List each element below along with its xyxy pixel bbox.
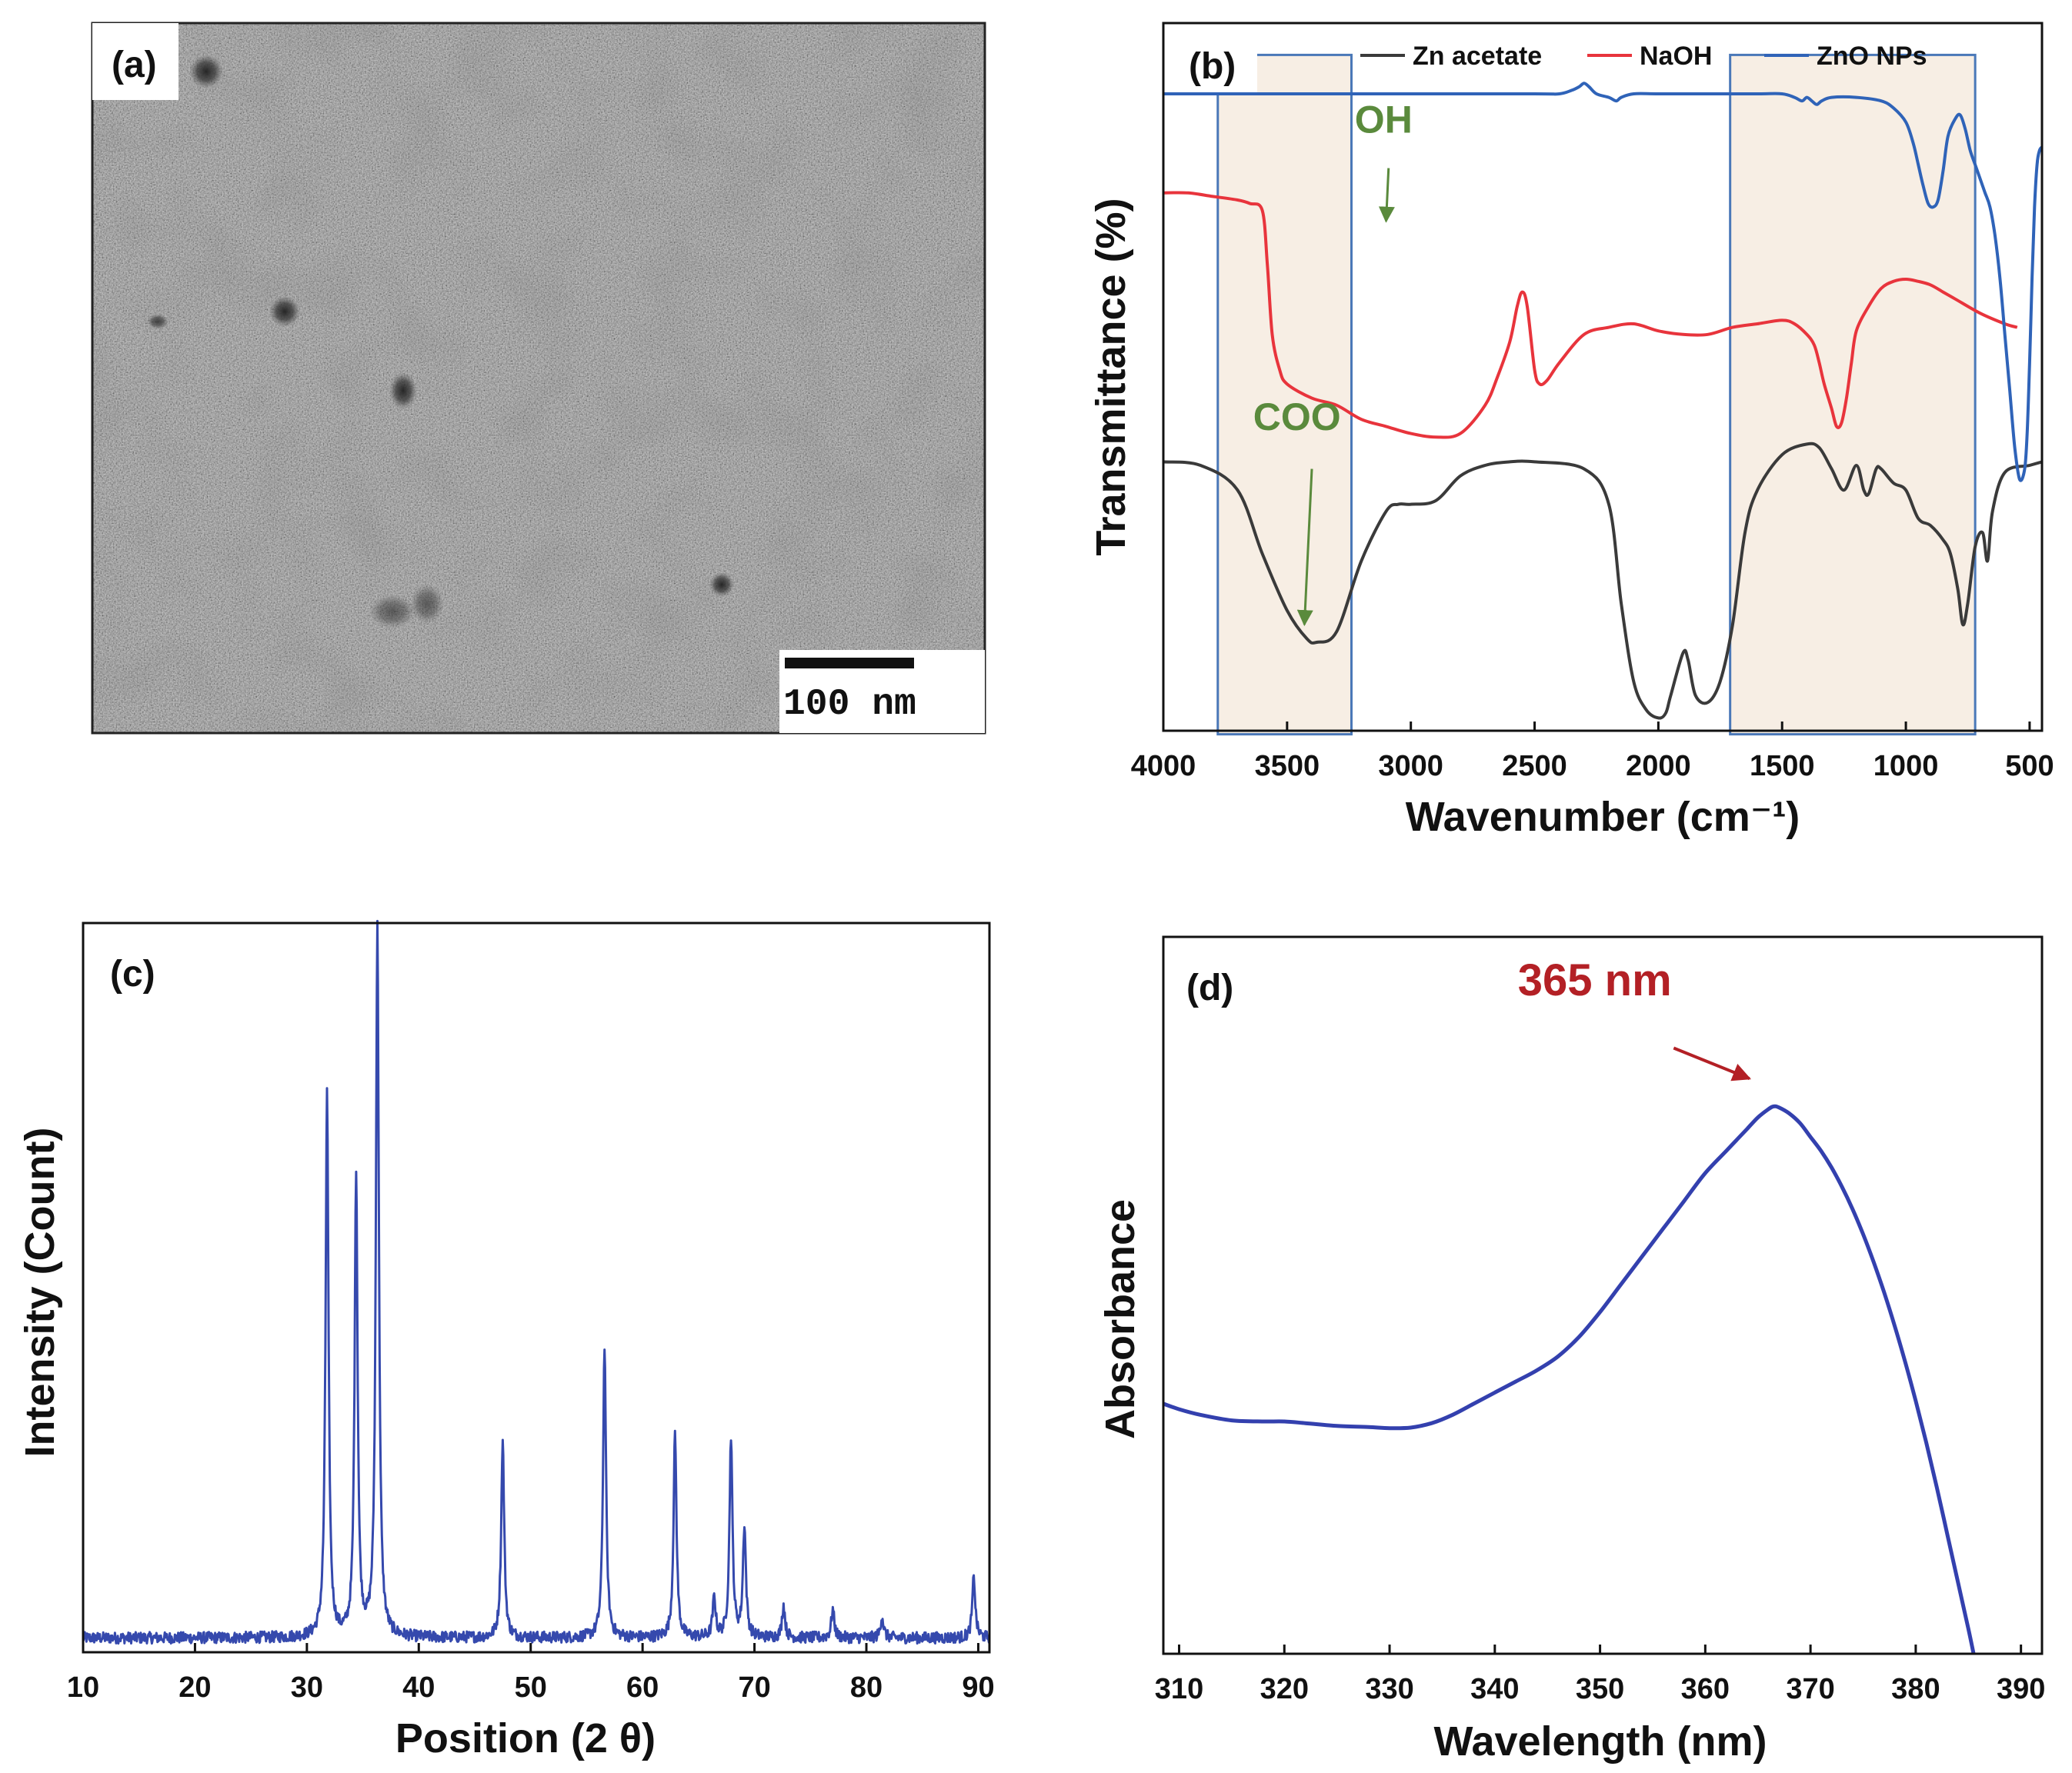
uv-plot-frame xyxy=(1162,935,2044,1655)
uv-annotations: 365 nm xyxy=(1518,955,1752,1081)
tem-particle xyxy=(709,572,734,597)
ftir-line-naoh xyxy=(1163,191,2018,439)
tem-particle xyxy=(389,372,417,409)
annotation-peak-label: 365 nm xyxy=(1518,955,1672,1005)
panel-a-label: (a) xyxy=(112,45,157,85)
ftir-highlights xyxy=(1216,53,1977,736)
tem-particle xyxy=(147,314,168,329)
ftir-series xyxy=(1163,82,2044,720)
legend-label: ZnO NPs xyxy=(1817,42,1927,71)
tem-particle xyxy=(189,55,223,88)
uv-series xyxy=(1163,1104,1976,1655)
ftir-plot-frame xyxy=(1162,22,2044,732)
panel-d-label: (d) xyxy=(1186,968,1233,1008)
panel-c: (c) 10 20 30 40 50 60 70 80 90 Position (2 θ) In… xyxy=(17,919,995,1761)
panel-a: (a) 100 nm xyxy=(91,22,986,735)
x-tick-label: 50 xyxy=(515,1671,547,1704)
x-tick-label: 3500 xyxy=(1255,750,1320,782)
tem-particle xyxy=(369,595,415,628)
x-tick-label: 2500 xyxy=(1502,750,1567,782)
uv-xticks: 310 320 330 340 350 360 370 380 390 xyxy=(1155,1645,2045,1705)
x-tick-label: 80 xyxy=(850,1671,883,1704)
x-tick-label: 2000 xyxy=(1626,750,1691,782)
tem-frame xyxy=(91,22,986,735)
panel-b-label-box xyxy=(1165,25,1257,92)
panel-d: (d) 310 320 330 340 350 360 370 380 390 365 nm W… xyxy=(1097,935,2045,1765)
x-tick-label: 360 xyxy=(1681,1673,1730,1705)
x-tick-label: 340 xyxy=(1470,1673,1519,1705)
tem-particle xyxy=(269,296,300,327)
ftir-xticks: 4000 3500 3000 2500 2000 1500 1000 500 xyxy=(1131,722,2054,782)
panel-b-label: (b) xyxy=(1189,46,1236,87)
panel-c-label: (c) xyxy=(110,954,155,995)
ftir-xlabel: Wavenumber (cm⁻¹) xyxy=(1406,794,1800,840)
x-tick-label: 330 xyxy=(1365,1673,1413,1705)
xrd-ylabel: Intensity (Count) xyxy=(17,1128,63,1458)
annotation-oh-arrow xyxy=(1378,168,1395,223)
tem-particle xyxy=(410,584,444,624)
scale-bar-label: 100 nm xyxy=(783,684,916,725)
ftir-annotations: OH COO xyxy=(1253,98,1413,627)
x-tick-label: 370 xyxy=(1786,1673,1834,1705)
xrd-xticks: 10 20 30 40 50 60 70 80 90 xyxy=(67,1643,995,1704)
uv-ylabel: Absorbance xyxy=(1097,1199,1143,1439)
x-tick-label: 3000 xyxy=(1378,750,1443,782)
uv-absorbance-line xyxy=(1163,1104,1976,1655)
xrd-series xyxy=(82,919,991,1645)
xrd-pattern-line xyxy=(82,919,991,1645)
xrd-plot-frame xyxy=(82,921,991,1654)
x-tick-label: 350 xyxy=(1576,1673,1624,1705)
x-tick-label: 4000 xyxy=(1131,750,1196,782)
x-tick-label: 20 xyxy=(179,1671,211,1704)
panel-b: (b) Zn acetate NaOH ZnO NPs 4000 3500 3000 25… xyxy=(1088,22,2054,840)
legend-label: NaOH xyxy=(1640,42,1712,71)
x-tick-label: 500 xyxy=(2005,750,2054,782)
x-tick-label: 390 xyxy=(1997,1673,2045,1705)
x-tick-label: 30 xyxy=(291,1671,323,1704)
uv-xlabel: Wavelength (nm) xyxy=(1433,1718,1767,1765)
annotation-coo-arrow xyxy=(1296,468,1313,627)
x-tick-label: 310 xyxy=(1155,1673,1203,1705)
legend-label: Zn acetate xyxy=(1413,42,1542,71)
x-tick-label: 320 xyxy=(1260,1673,1309,1705)
ftir-line-zn-acetate xyxy=(1163,442,2043,720)
x-tick-label: 90 xyxy=(962,1671,994,1704)
xrd-xlabel: Position (2 θ) xyxy=(395,1715,656,1761)
ftir-highlight-region xyxy=(1216,53,1353,736)
scale-bar xyxy=(785,658,914,668)
annotation-coo: COO xyxy=(1253,395,1341,438)
panel-a-label-box xyxy=(92,23,179,100)
x-tick-label: 1500 xyxy=(1750,750,1815,782)
ftir-line-zno xyxy=(1163,82,2044,482)
x-tick-label: 10 xyxy=(67,1671,99,1704)
x-tick-label: 40 xyxy=(402,1671,435,1704)
x-tick-label: 1000 xyxy=(1873,750,1939,782)
x-tick-label: 60 xyxy=(626,1671,659,1704)
ftir-legend: Zn acetate NaOH ZnO NPs xyxy=(1360,42,1927,71)
ftir-highlight-region xyxy=(1729,53,1977,736)
x-tick-label: 380 xyxy=(1891,1673,1940,1705)
x-tick-label: 70 xyxy=(738,1671,770,1704)
ftir-ylabel: Transmittance (%) xyxy=(1088,198,1134,555)
annotation-peak-arrow xyxy=(1673,1046,1752,1081)
tem-cloud xyxy=(92,23,985,733)
annotation-oh: OH xyxy=(1355,98,1413,142)
